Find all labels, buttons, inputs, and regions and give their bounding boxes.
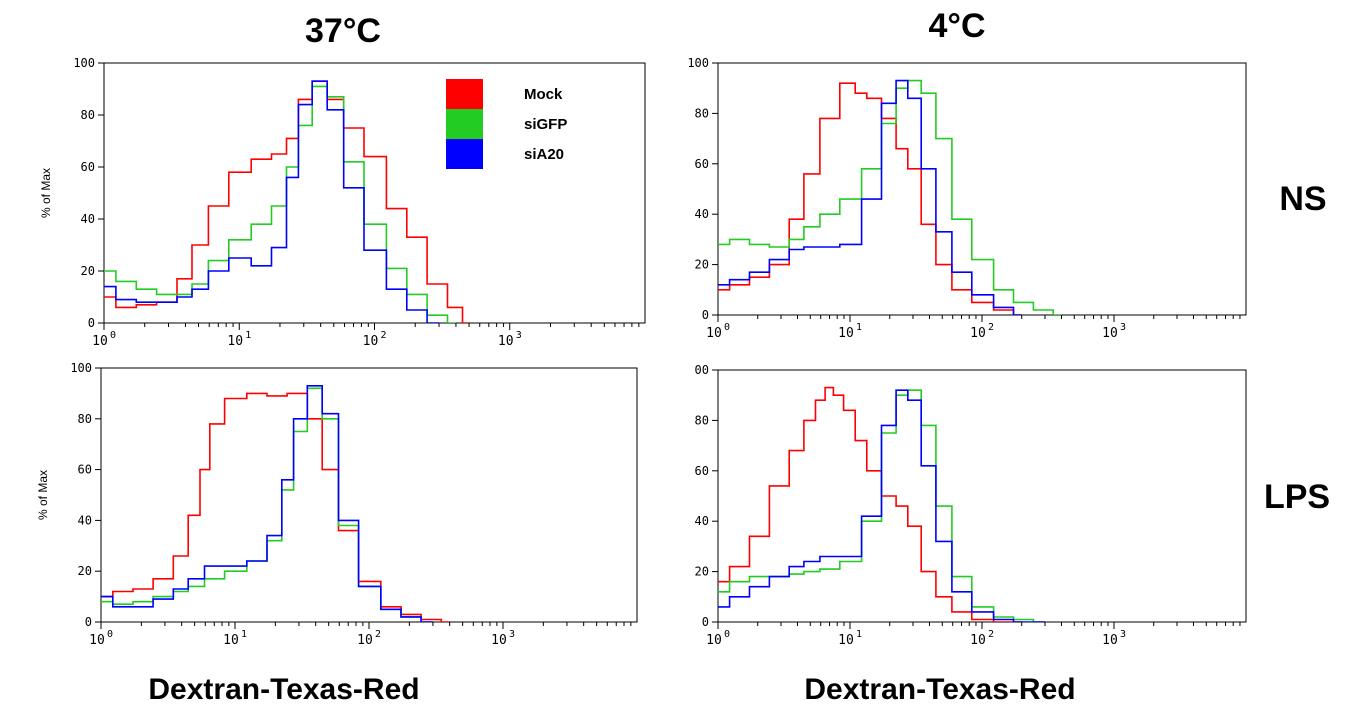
- x-tick-exponent: 1: [856, 322, 862, 333]
- y-tick-label: 40: [81, 212, 95, 226]
- y-tick-label: 40: [695, 514, 709, 528]
- x-tick-label: 10: [92, 334, 108, 349]
- x-tick-exponent: 1: [241, 629, 247, 640]
- x-tick-exponent: 0: [110, 330, 116, 341]
- x-tick-exponent: 2: [988, 322, 994, 333]
- x-tick-label: 10: [498, 334, 514, 349]
- x-tick-exponent: 0: [724, 322, 730, 333]
- legend-swatch-sigfp: [446, 109, 483, 139]
- x-tick-label: 10: [357, 633, 373, 648]
- x-tick-label: 10: [89, 633, 105, 648]
- legend-label-sigfp: siGFP: [524, 116, 567, 133]
- y-tick-label: 40: [78, 513, 92, 527]
- x-tick-label: 10: [1102, 326, 1118, 341]
- y-tick-label: 20: [695, 565, 709, 579]
- y-tick-label: 20: [81, 264, 95, 278]
- series-line-mock: [718, 386, 1022, 622]
- plot-frame: [103, 62, 646, 324]
- legend-label-sia20: siA20: [524, 146, 564, 163]
- x-tick-exponent: 3: [516, 330, 522, 341]
- x-tick-exponent: 0: [107, 629, 113, 640]
- y-tick-label: 100: [73, 56, 95, 70]
- y-tick-label: 80: [78, 412, 92, 426]
- series-line-mock: [101, 392, 450, 622]
- series-line-sigfp: [104, 85, 456, 323]
- y-tick-label: 20: [78, 564, 92, 578]
- legend-swatch-mock: [446, 79, 483, 109]
- legend-swatch-sia20: [446, 139, 483, 169]
- row-label-lps: LPS: [1264, 478, 1330, 516]
- legend-label-mock: Mock: [524, 86, 563, 103]
- x-tick-exponent: 2: [988, 629, 994, 640]
- x-tick-exponent: 2: [375, 629, 381, 640]
- y-tick-label: 0: [85, 615, 92, 629]
- series-line-sia20: [718, 389, 1045, 622]
- y-tick-label: 00: [695, 363, 709, 377]
- y-axis-label: % of Max: [36, 470, 50, 520]
- y-tick-label: 80: [81, 108, 95, 122]
- series-line-mock: [718, 82, 1022, 315]
- x-tick-label: 10: [706, 633, 722, 648]
- row-label-ns: NS: [1279, 180, 1326, 218]
- xaxis-title-left: Dextran-Texas-Red: [148, 673, 419, 705]
- series-line-sia20: [101, 385, 433, 622]
- y-tick-label: 40: [695, 207, 709, 221]
- legend: Mock siGFP siA20: [446, 79, 567, 169]
- y-tick-label: 60: [78, 463, 92, 477]
- x-tick-label: 10: [970, 326, 986, 341]
- y-tick-label: 100: [70, 361, 92, 375]
- column-title-37c: 37°C: [305, 12, 381, 50]
- column-title-4c: 4°C: [928, 7, 985, 45]
- xaxis-title-right: Dextran-Texas-Red: [804, 673, 1075, 705]
- x-tick-label: 10: [227, 334, 243, 349]
- x-tick-label: 10: [491, 633, 507, 648]
- y-tick-label: 20: [695, 258, 709, 272]
- x-tick-label: 10: [1102, 633, 1118, 648]
- series-line-sia20: [718, 79, 1022, 315]
- x-tick-label: 10: [970, 633, 986, 648]
- x-tick-label: 10: [706, 326, 722, 341]
- plot-frame: [100, 367, 638, 623]
- x-tick-exponent: 1: [856, 629, 862, 640]
- y-tick-label: 80: [695, 106, 709, 120]
- y-tick-label: 0: [88, 316, 95, 330]
- x-tick-label: 10: [838, 326, 854, 341]
- x-tick-exponent: 0: [724, 629, 730, 640]
- y-tick-label: 100: [687, 56, 709, 70]
- series-line-sigfp: [101, 387, 433, 622]
- series-line-sia20: [104, 80, 439, 323]
- x-tick-exponent: 1: [245, 330, 251, 341]
- x-tick-label: 10: [223, 633, 239, 648]
- x-tick-exponent: 3: [1120, 322, 1126, 333]
- y-tick-label: 60: [695, 157, 709, 171]
- y-tick-label: 80: [695, 413, 709, 427]
- series-line-sigfp: [718, 79, 1062, 315]
- y-tick-label: 60: [81, 160, 95, 174]
- x-tick-exponent: 3: [1120, 629, 1126, 640]
- plot-frame: [717, 369, 1247, 623]
- y-tick-label: 60: [695, 464, 709, 478]
- y-tick-label: 0: [702, 615, 709, 629]
- y-tick-label: 0: [702, 308, 709, 322]
- x-tick-exponent: 3: [509, 629, 515, 640]
- x-tick-label: 10: [363, 334, 379, 349]
- plot-frame: [717, 62, 1247, 316]
- x-tick-exponent: 2: [380, 330, 386, 341]
- y-axis-label: % of Max: [39, 168, 53, 218]
- x-tick-label: 10: [838, 633, 854, 648]
